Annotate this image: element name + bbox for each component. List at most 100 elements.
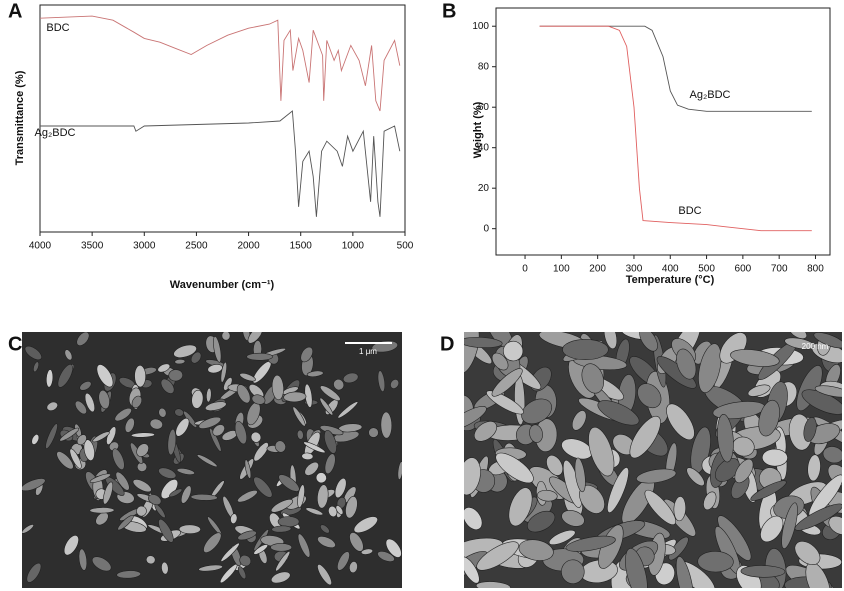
particle xyxy=(676,348,697,380)
particle xyxy=(342,372,359,384)
particle xyxy=(301,452,314,461)
particle xyxy=(730,349,780,367)
particle xyxy=(828,515,842,535)
particle xyxy=(644,489,677,525)
particle xyxy=(508,487,533,527)
particle xyxy=(244,459,252,479)
particle xyxy=(673,496,687,522)
particle xyxy=(464,556,480,584)
particle xyxy=(324,453,336,475)
particle xyxy=(464,332,480,374)
particle xyxy=(562,339,609,360)
particle xyxy=(527,510,556,533)
particle xyxy=(277,516,300,528)
micrograph xyxy=(22,332,402,588)
particle xyxy=(349,561,358,574)
particle xyxy=(794,541,821,566)
x-axis-title: Temperature (°C) xyxy=(626,274,715,286)
particle xyxy=(668,536,689,561)
y-tick-label: 0 xyxy=(483,223,489,234)
x-tick-label: 500 xyxy=(397,241,414,252)
particle xyxy=(78,548,88,571)
particle xyxy=(91,556,112,572)
series-label: BDC xyxy=(46,22,69,34)
particle xyxy=(220,361,227,383)
particle xyxy=(270,543,293,552)
particle xyxy=(473,421,498,442)
series-label: Ag₂BDC xyxy=(35,127,76,139)
particle xyxy=(116,570,141,579)
x-tick-label: 3000 xyxy=(133,241,156,252)
particle xyxy=(145,555,156,565)
particle xyxy=(319,397,334,416)
scale-bar-label: 1 μm xyxy=(359,347,377,356)
micrograph xyxy=(464,332,842,588)
particle xyxy=(26,562,42,583)
particle xyxy=(380,411,393,439)
particle xyxy=(247,332,263,344)
particle xyxy=(253,476,273,498)
particle xyxy=(76,332,90,347)
particle xyxy=(246,352,273,361)
series-line xyxy=(539,25,812,112)
particle xyxy=(813,332,842,349)
particle xyxy=(546,454,564,476)
particle xyxy=(464,507,483,531)
particle xyxy=(136,443,149,457)
particle xyxy=(205,401,227,411)
particle xyxy=(636,468,677,484)
particle xyxy=(588,426,615,477)
particle xyxy=(33,361,40,373)
particle xyxy=(176,468,195,475)
particle xyxy=(169,488,183,498)
particle xyxy=(794,503,842,531)
particle xyxy=(304,461,319,476)
particle xyxy=(486,390,524,415)
particle xyxy=(161,561,169,575)
particle xyxy=(198,564,223,572)
particle xyxy=(335,505,344,515)
particle xyxy=(697,551,734,573)
particle xyxy=(234,420,247,445)
particle xyxy=(22,478,46,492)
x-tick-label: 0 xyxy=(522,264,528,275)
particle xyxy=(112,448,125,470)
particle xyxy=(270,499,294,513)
particle xyxy=(675,556,694,588)
particle xyxy=(190,351,202,364)
particle xyxy=(219,563,238,584)
particle xyxy=(136,505,147,517)
particle xyxy=(581,363,605,394)
x-tick-label: 800 xyxy=(807,264,824,275)
particle xyxy=(464,336,503,348)
particle xyxy=(114,407,132,422)
particle xyxy=(629,415,661,459)
particle xyxy=(803,417,817,442)
particle xyxy=(740,565,786,578)
particle xyxy=(503,340,524,362)
particle xyxy=(253,442,269,462)
particle xyxy=(495,452,534,484)
particle xyxy=(717,414,734,463)
particle xyxy=(250,431,262,443)
particle xyxy=(296,429,304,440)
particle xyxy=(337,401,359,419)
particle xyxy=(158,467,177,479)
particle xyxy=(603,332,618,350)
particle xyxy=(390,379,400,389)
particle xyxy=(349,532,364,552)
particle xyxy=(283,391,307,403)
particle xyxy=(149,418,163,430)
x-tick-label: 200 xyxy=(589,264,606,275)
series-line xyxy=(40,110,401,217)
x-axis-title: Wavenumber (cm⁻¹) xyxy=(170,279,275,291)
particle xyxy=(686,467,705,487)
particle xyxy=(24,345,42,361)
particle xyxy=(206,387,212,403)
particle xyxy=(239,554,252,567)
particle xyxy=(333,378,345,391)
particle xyxy=(639,332,658,352)
particle xyxy=(92,431,110,443)
particle xyxy=(237,566,247,580)
particle xyxy=(625,548,648,588)
